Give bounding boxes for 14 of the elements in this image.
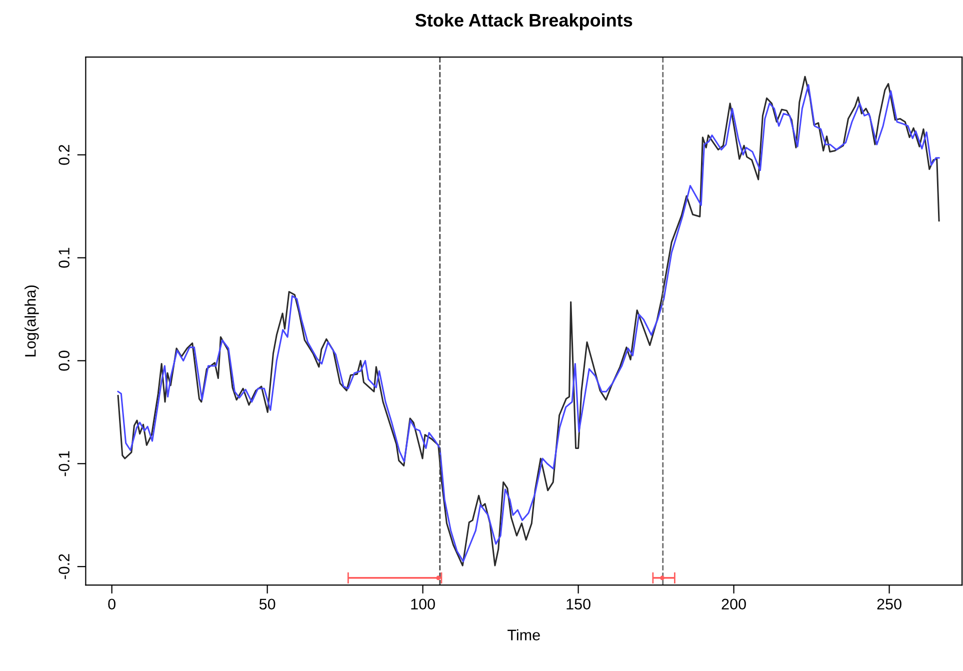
x-tick-label: 100 bbox=[411, 598, 435, 610]
x-tick-label: 200 bbox=[722, 598, 746, 610]
y-tick-label: 0.1 bbox=[58, 248, 70, 268]
x-tick-label: 0 bbox=[108, 598, 116, 610]
y-tick-label: -0.1 bbox=[58, 451, 70, 476]
x-tick-label: 250 bbox=[877, 598, 902, 610]
y-tick-label: 0.2 bbox=[58, 144, 70, 165]
x-tick-label: 150 bbox=[566, 598, 590, 610]
y-tick-label: 0.0 bbox=[58, 350, 70, 371]
x-axis-title: Time bbox=[508, 629, 540, 640]
y-tick-label: -0.2 bbox=[58, 554, 70, 580]
x-tick-label: 50 bbox=[259, 598, 276, 610]
y-axis-title: Log(alpha) bbox=[24, 285, 39, 356]
chart-title: Stoke Attack Breakpoints bbox=[415, 13, 632, 30]
